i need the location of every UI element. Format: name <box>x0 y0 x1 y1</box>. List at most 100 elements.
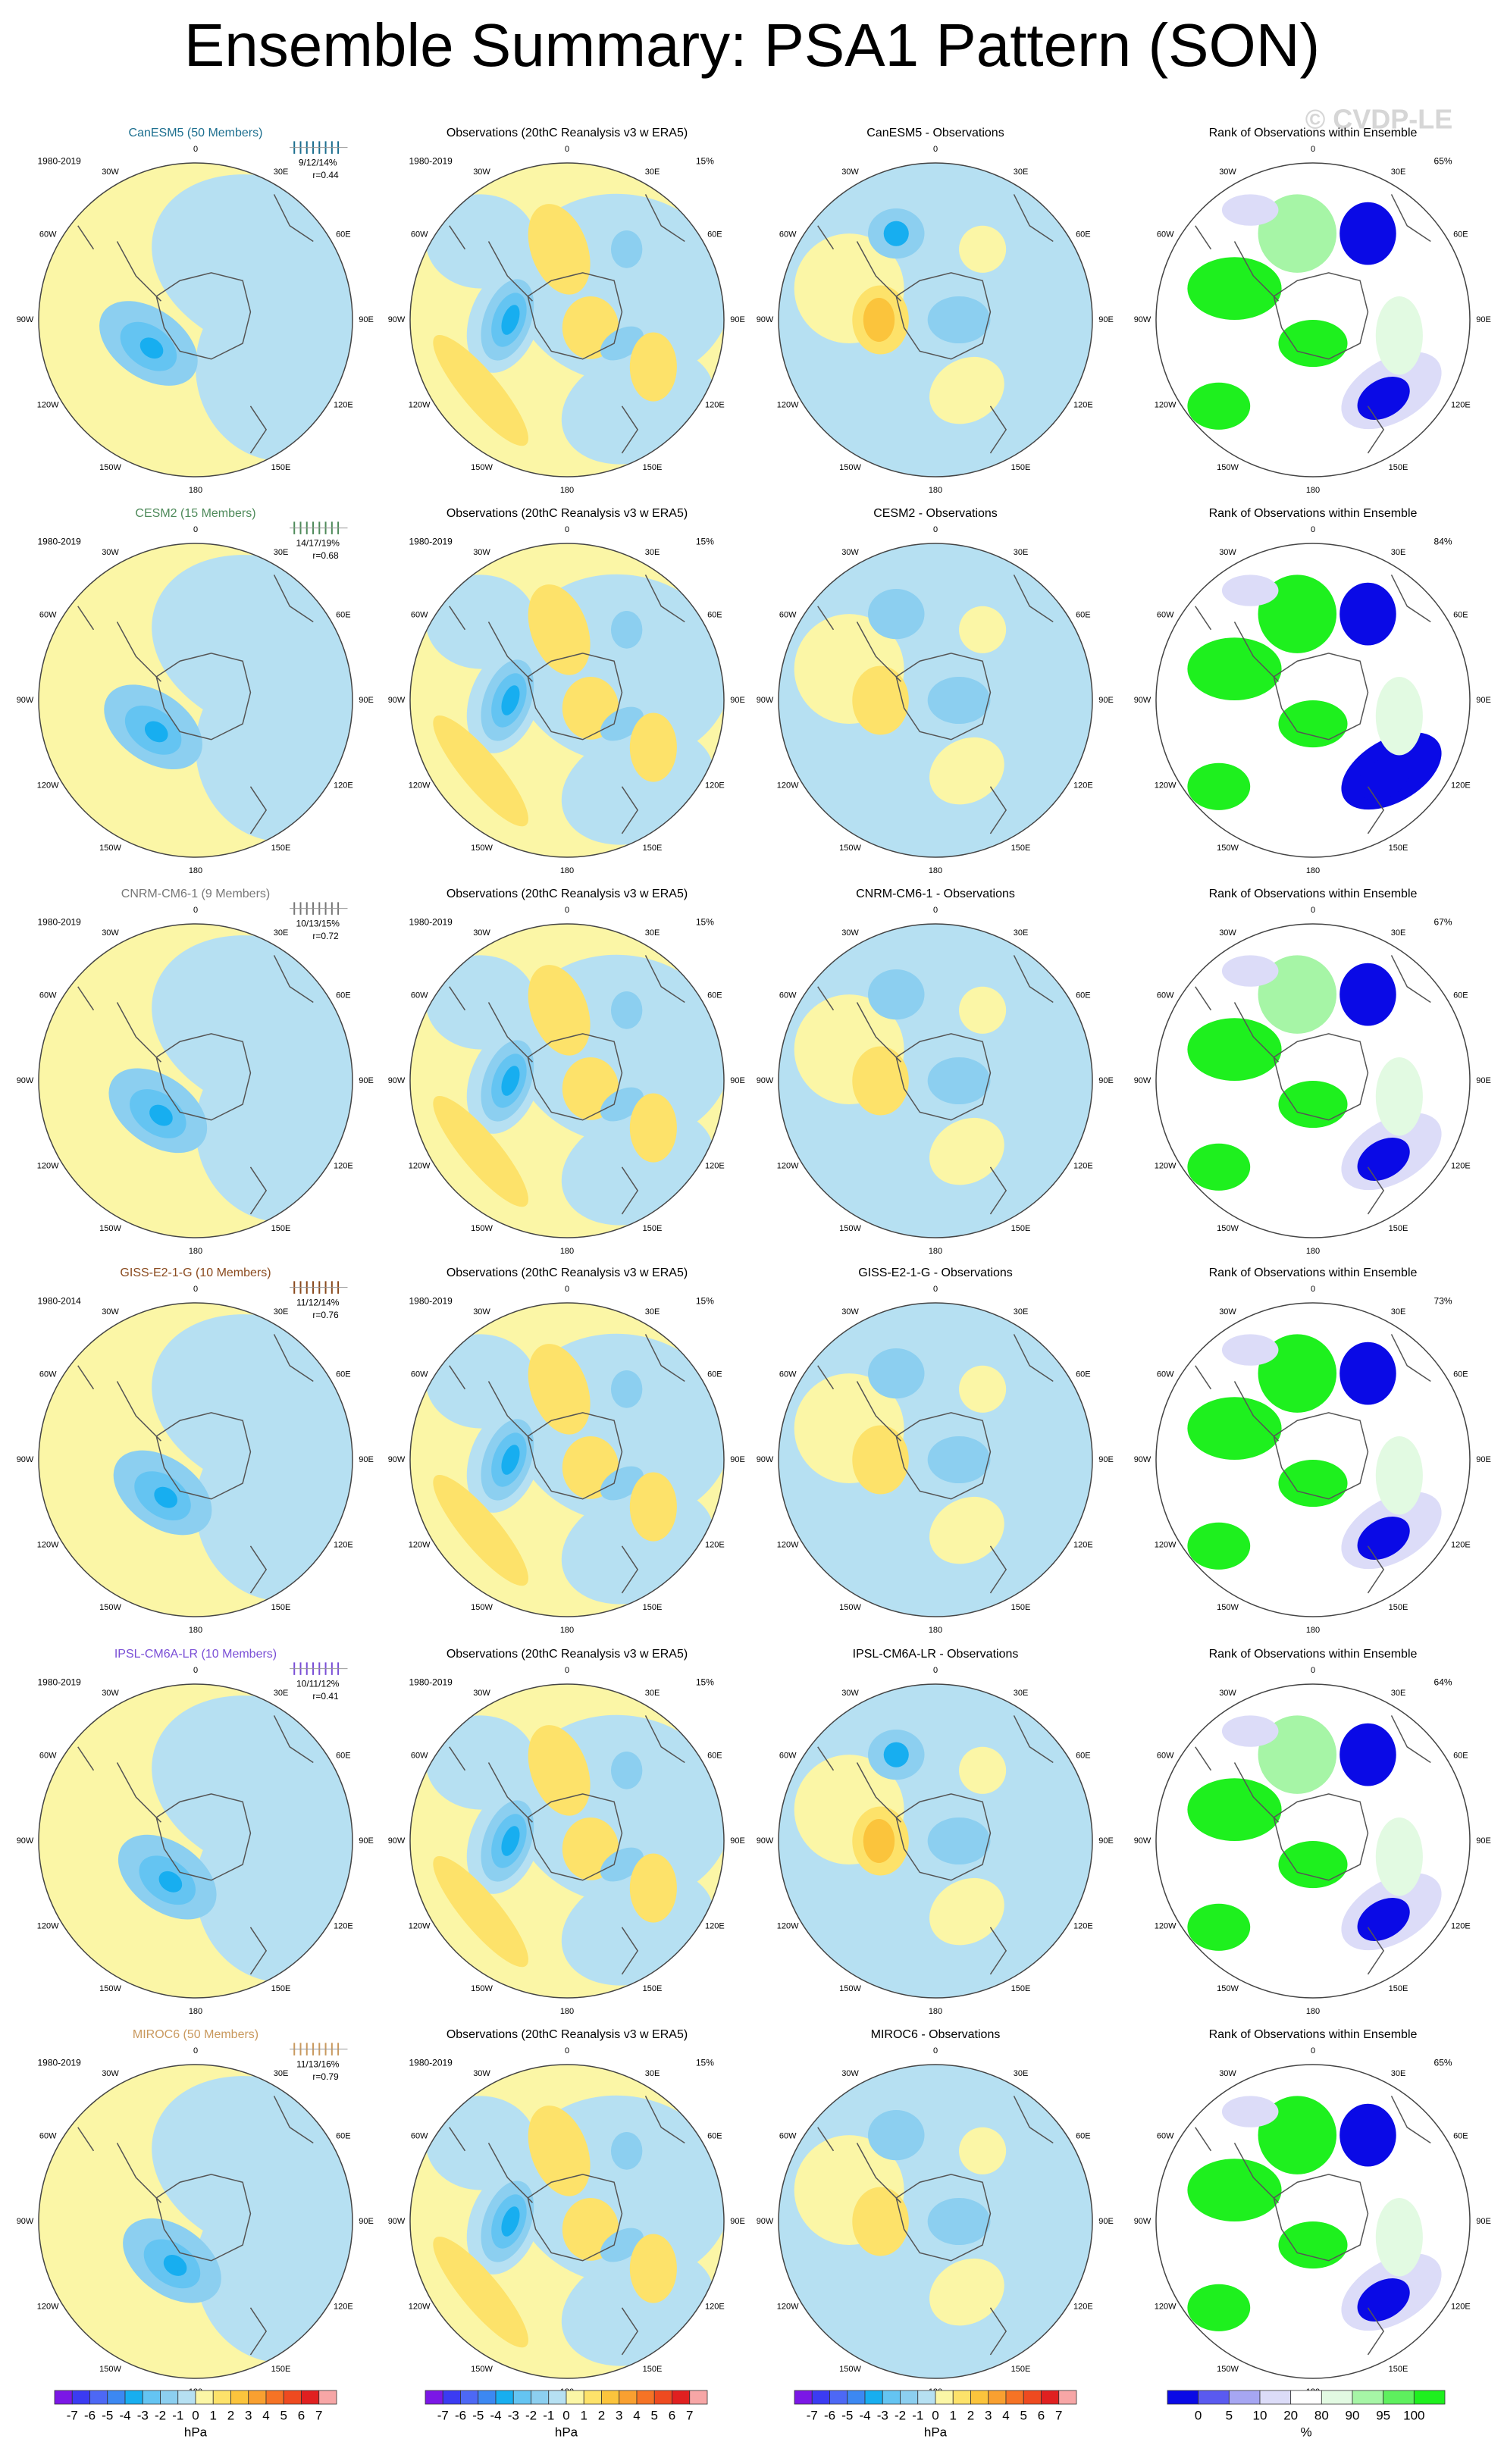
longitude-label: 180 <box>1306 1247 1320 1256</box>
contour-region <box>929 2258 1004 2326</box>
map-border <box>778 923 1093 1238</box>
figure-title: Ensemble Summary: PSA1 Pattern (SON) <box>184 11 1320 79</box>
map <box>1156 1303 1470 1617</box>
longitude-label: 180 <box>929 486 942 495</box>
rank-colorbar-label: 100 <box>1403 2408 1424 2422</box>
longitude-label: 150W <box>471 1984 493 1993</box>
colorbar-label: 3 <box>985 2408 992 2422</box>
longitude-label: 60W <box>39 230 57 239</box>
contour-region <box>883 982 909 1007</box>
longitude-label: 60E <box>1453 2131 1468 2140</box>
rank-pct: 64% <box>1434 1677 1452 1687</box>
contour-region <box>528 965 591 1056</box>
colorbar-label: -1 <box>543 2408 554 2422</box>
map-border <box>1155 1683 1471 1999</box>
longitude-label: 30W <box>1219 548 1236 557</box>
contour-region <box>629 332 677 402</box>
rank-colorbar-label: 5 <box>1226 2408 1233 2422</box>
longitude-label: 120W <box>37 2302 59 2311</box>
longitude-label: 60E <box>1076 2131 1091 2140</box>
map-border <box>409 2064 725 2379</box>
longitude-label: 60E <box>1453 1370 1468 1379</box>
longitude-label: 60W <box>411 1370 428 1379</box>
contour-region <box>1221 575 1279 606</box>
longitude-label: 90W <box>757 1455 774 1464</box>
contour-region <box>1340 2103 1396 2167</box>
pattern-correlation: r=0.44 <box>312 170 339 180</box>
longitude-label: 120W <box>37 1540 59 1549</box>
colorbar-label: 2 <box>967 2408 974 2422</box>
coastline <box>817 575 1054 834</box>
longitude-label: 180 <box>189 2007 202 2016</box>
colorbar-box <box>512 2390 531 2405</box>
longitude-label: 30W <box>102 2069 119 2078</box>
colorbar-label: 7 <box>315 2408 322 2422</box>
map <box>779 2065 1092 2378</box>
contour-region <box>1187 257 1282 320</box>
colorbar-box <box>988 2390 1007 2405</box>
contour-region <box>501 1066 520 1096</box>
watermark: © CVDP-LE <box>1305 104 1453 135</box>
longitude-label: 90E <box>730 1076 745 1085</box>
contour-region <box>425 2096 536 2190</box>
obs-title: Observations (20thC Reanalysis v3 w ERA5… <box>446 1648 688 1661</box>
contour-region <box>610 230 643 268</box>
longitude-label: 30E <box>645 928 660 938</box>
obs-years: 1980-2019 <box>409 916 453 927</box>
map <box>779 924 1092 1238</box>
longitude-label: 90W <box>17 1455 34 1464</box>
longitude-label: 150E <box>1389 844 1408 853</box>
obs-title: Observations (20thC Reanalysis v3 w ERA5… <box>446 127 688 139</box>
contour-region <box>929 737 1004 805</box>
obs-pct: 15% <box>696 536 714 546</box>
contour-region <box>610 611 643 649</box>
longitude-label: 150E <box>271 1603 291 1612</box>
longitude-label: 60E <box>707 991 722 1000</box>
longitude-label: 90W <box>388 1836 406 1846</box>
rank-pct: 65% <box>1434 2057 1452 2068</box>
longitude-label: 150W <box>99 844 121 853</box>
longitude-label: 90W <box>757 1076 774 1085</box>
colorbar-label: 0 <box>932 2408 938 2422</box>
longitude-label: 150E <box>271 1224 291 1233</box>
contour-region <box>528 584 591 675</box>
longitude-label: 120E <box>1073 1540 1093 1549</box>
longitude-label: 90E <box>1476 1455 1491 1464</box>
contour-region <box>1187 637 1282 700</box>
coastline <box>817 2096 1054 2356</box>
colorbar-label: -4 <box>119 2408 130 2422</box>
longitude-label: 30W <box>473 1689 490 1698</box>
longitude-label: 0 <box>933 145 938 154</box>
colorbar-box <box>1005 2390 1024 2405</box>
rank-pct: 67% <box>1434 916 1452 927</box>
contour-region <box>1278 700 1348 748</box>
rank-colorbar-box <box>1383 2390 1415 2405</box>
contour-region <box>433 715 528 827</box>
map <box>39 1684 352 1998</box>
colorbar-box <box>230 2390 249 2405</box>
rank-colorbar-label: 0 <box>1195 2408 1202 2422</box>
colorbar-label: -7 <box>807 2408 818 2422</box>
longitude-label: 30E <box>1391 168 1406 177</box>
obs-pct: 15% <box>696 1295 714 1306</box>
longitude-label: 60E <box>1076 1370 1091 1379</box>
rank-colorbar-label: 80 <box>1314 2408 1329 2422</box>
contour-region <box>610 1752 643 1789</box>
contour-region <box>1221 2096 1279 2127</box>
longitude-label: 60W <box>779 1751 797 1760</box>
colorbar-label: -3 <box>137 2408 149 2422</box>
contour-region <box>863 298 895 342</box>
contour-region <box>1340 202 1396 265</box>
longitude-label: 120E <box>1451 1540 1471 1549</box>
colorbar-box <box>425 2390 443 2405</box>
coastline <box>1195 575 1431 834</box>
contour-region <box>929 1877 1004 1946</box>
pattern-correlation: r=0.76 <box>312 1310 339 1320</box>
colorbar-box <box>1058 2390 1077 2405</box>
longitude-label: 150W <box>839 2365 861 2374</box>
colorbar-label: 0 <box>562 2408 569 2422</box>
map <box>410 1303 724 1617</box>
colorbar-box <box>107 2390 126 2405</box>
contour-region <box>883 1742 909 1767</box>
